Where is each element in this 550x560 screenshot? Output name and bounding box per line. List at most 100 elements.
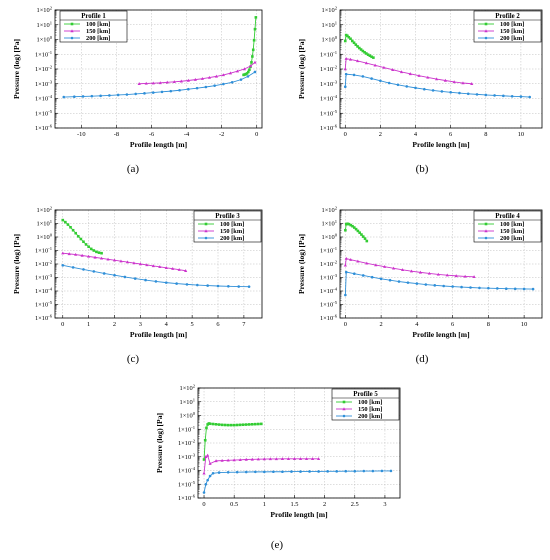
legend-label: 150 [km] xyxy=(358,406,382,413)
x-axis-label: Profile length [m] xyxy=(130,140,187,149)
x-tick-label: 0 xyxy=(61,321,64,328)
data-point xyxy=(362,469,366,473)
data-point xyxy=(263,470,266,474)
legend-marker xyxy=(70,22,74,26)
data-point xyxy=(343,67,347,71)
data-point xyxy=(92,249,96,252)
data-point xyxy=(487,286,490,290)
data-point xyxy=(95,250,98,254)
data-point xyxy=(160,90,164,94)
data-point xyxy=(106,257,110,261)
x-tick-label: 1.5 xyxy=(290,501,298,508)
data-point xyxy=(470,82,474,85)
data-point xyxy=(392,266,396,270)
data-point xyxy=(361,274,365,277)
x-tick-label: 2 xyxy=(113,321,116,328)
data-point xyxy=(353,469,357,473)
series-100km xyxy=(61,218,103,255)
data-point xyxy=(185,283,189,286)
data-point xyxy=(268,457,272,461)
data-point xyxy=(230,80,234,84)
data-point xyxy=(298,457,303,461)
series-100km xyxy=(344,222,369,243)
data-point xyxy=(186,78,190,82)
data-point xyxy=(366,53,370,56)
data-point xyxy=(247,70,250,74)
x-tick-label: 0 xyxy=(344,131,347,138)
x-tick-label: 5 xyxy=(191,321,194,328)
data-point xyxy=(158,265,162,269)
y-tick-label: 1×10-1 xyxy=(320,50,338,59)
data-point xyxy=(431,89,435,92)
legend-marker xyxy=(484,236,488,240)
axes-frame xyxy=(339,209,543,319)
data-point xyxy=(64,220,67,224)
x-tick-label: 1 xyxy=(263,501,266,508)
data-point xyxy=(169,89,173,93)
axes-frame xyxy=(197,387,401,499)
data-point xyxy=(62,95,66,99)
legend-label: 100 [km] xyxy=(500,21,524,28)
legend-title: Profile 3 xyxy=(215,213,240,220)
y-tick-label: 1×10-5 xyxy=(320,109,338,118)
x-tick-label: 1 xyxy=(87,321,90,328)
data-point xyxy=(61,251,65,255)
y-axis-label: Pressure (log) [Pa] xyxy=(297,39,306,99)
data-point xyxy=(202,491,206,494)
panel-caption: (a) xyxy=(127,163,140,175)
data-point xyxy=(513,287,517,291)
data-point xyxy=(458,91,461,95)
data-point xyxy=(442,284,445,288)
data-point xyxy=(415,282,419,285)
data-point xyxy=(250,423,254,426)
x-tick-label: 2 xyxy=(379,131,382,138)
series-200km xyxy=(344,270,535,297)
axes-frame xyxy=(54,209,263,319)
data-point xyxy=(326,470,329,473)
data-point xyxy=(364,61,368,65)
data-point xyxy=(354,227,358,231)
data-point xyxy=(356,259,360,263)
data-point xyxy=(244,457,248,461)
data-point xyxy=(304,457,309,461)
data-point xyxy=(399,70,404,74)
x-tick-label: 4 xyxy=(414,131,418,138)
data-point xyxy=(290,470,293,473)
y-axis-label: Pressure (log) [Pa] xyxy=(297,234,306,294)
y-tick-label: 1×10-3 xyxy=(35,79,53,88)
data-point xyxy=(217,423,221,426)
data-point xyxy=(519,95,523,98)
data-point xyxy=(365,261,369,265)
data-point xyxy=(363,237,367,240)
data-point xyxy=(108,94,111,97)
data-point xyxy=(452,80,456,84)
data-point xyxy=(253,60,257,64)
legend-marker xyxy=(484,22,488,26)
data-point xyxy=(433,284,437,287)
series-150km xyxy=(343,256,476,279)
legend-title: Profile 2 xyxy=(495,13,520,20)
y-tick-label: 1×10-5 xyxy=(178,480,196,489)
y-tick-label: 1×101 xyxy=(322,219,338,228)
data-point xyxy=(254,16,258,19)
data-point xyxy=(286,457,291,461)
data-point xyxy=(208,474,212,478)
data-point xyxy=(221,73,226,77)
data-point xyxy=(187,87,190,91)
data-point xyxy=(352,73,356,77)
legend-label: 200 [km] xyxy=(358,413,382,420)
x-tick-label: 2 xyxy=(380,321,383,328)
data-point xyxy=(214,459,218,463)
data-point xyxy=(370,275,374,279)
legend-label: 150 [km] xyxy=(500,28,524,35)
y-tick-label: 1×101 xyxy=(180,397,196,406)
y-tick-label: 1×10-3 xyxy=(178,452,196,461)
data-point xyxy=(408,72,412,76)
x-tick-label: 6 xyxy=(449,131,452,138)
data-point xyxy=(195,86,199,90)
data-point xyxy=(389,469,393,473)
chart-panel-2: 1×10-6 1×10-5 1×10-4 1×10-3 1×10-2 1×10-1 1×10… xyxy=(297,6,543,175)
legend-marker xyxy=(484,36,488,40)
data-point xyxy=(82,240,85,244)
legend-box xyxy=(331,388,400,421)
